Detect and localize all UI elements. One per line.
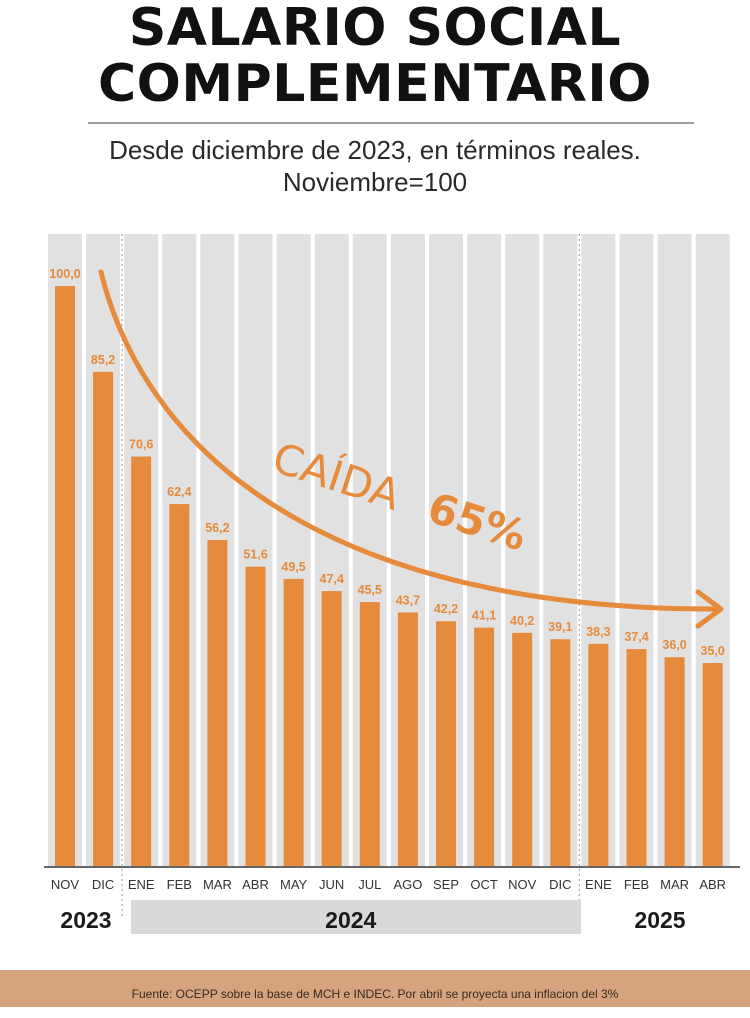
value-label: 47,4 <box>320 572 344 586</box>
tick-label: FEB <box>167 877 192 892</box>
subtitle-line-2: Noviembre=100 <box>282 167 468 197</box>
bar <box>207 540 228 866</box>
title-line-2: COMPLEMENTARIO <box>98 54 652 114</box>
value-label: 62,4 <box>167 485 191 499</box>
bar <box>436 621 456 866</box>
value-label: 38,3 <box>586 625 610 639</box>
tick-label: JUL <box>358 877 381 892</box>
bar <box>626 649 647 866</box>
bar-chart: 100,0 85,2 70,6 62,4 56,2 51,6 49,5 47,4 45,5 43,… <box>44 234 740 934</box>
source-footer: Fuente: OCEPP sobre la base de MCH e IND… <box>0 970 750 1007</box>
bar <box>512 632 533 866</box>
tick-label: MAY <box>280 877 308 892</box>
tick-label: ABR <box>242 877 269 892</box>
chart-subtitle: Desde diciembre de 2023, en términos rea… <box>0 134 750 198</box>
tick-label: DIC <box>92 877 114 892</box>
value-label: 36,0 <box>662 638 686 652</box>
bar <box>93 371 114 866</box>
bar <box>588 643 609 866</box>
tick-label: NOV <box>508 877 537 892</box>
decline-arrow <box>98 269 721 612</box>
tick-label: FEB <box>624 877 649 892</box>
tick-label: ENE <box>585 877 612 892</box>
arrow-head <box>695 589 724 629</box>
bar <box>283 578 304 866</box>
value-label: 70,6 <box>129 438 153 452</box>
chart-title: SALARIO SOCIAL COMPLEMENTARIO <box>0 0 750 112</box>
value-label: 85,2 <box>91 353 115 367</box>
tick-label: AGO <box>393 877 422 892</box>
value-label: 40,2 <box>510 614 534 628</box>
tick-label: OCT <box>470 877 498 892</box>
tick-label: DIC <box>549 877 571 892</box>
bar <box>702 663 723 866</box>
tick-label: MAR <box>660 877 689 892</box>
tick-label: NOV <box>51 877 80 892</box>
value-label: 39,1 <box>548 620 572 634</box>
bar <box>55 286 75 866</box>
bar <box>359 602 380 866</box>
tick-label: JUN <box>319 877 344 892</box>
value-label: 45,5 <box>358 583 382 597</box>
subtitle-line-1: Desde diciembre de 2023, en términos rea… <box>109 135 641 165</box>
value-label: 42,2 <box>434 602 458 616</box>
bar <box>474 627 495 866</box>
bar <box>664 657 685 866</box>
bar <box>397 612 418 866</box>
bar <box>550 639 571 866</box>
value-label: 43,7 <box>396 594 420 608</box>
year-label: 2023 <box>60 907 111 933</box>
tick-label: ABR <box>699 877 726 892</box>
value-label: 100,0 <box>49 267 80 281</box>
year-label: 2025 <box>634 907 685 933</box>
year-band <box>131 900 581 934</box>
value-label: 51,6 <box>243 548 267 562</box>
bar <box>131 456 152 866</box>
title-line-1: SALARIO SOCIAL <box>128 0 622 58</box>
title-divider <box>88 122 694 124</box>
bar <box>169 504 190 866</box>
value-label: 41,1 <box>472 609 496 623</box>
tick-label: ENE <box>128 877 155 892</box>
year-label: 2024 <box>325 907 376 933</box>
bar <box>321 591 342 866</box>
bar <box>245 566 266 866</box>
tick-label: SEP <box>433 877 459 892</box>
value-label: 35,0 <box>701 644 725 658</box>
value-label: 49,5 <box>281 560 305 574</box>
value-label: 37,4 <box>624 630 648 644</box>
value-label: 56,2 <box>205 521 229 535</box>
tick-label: MAR <box>203 877 232 892</box>
